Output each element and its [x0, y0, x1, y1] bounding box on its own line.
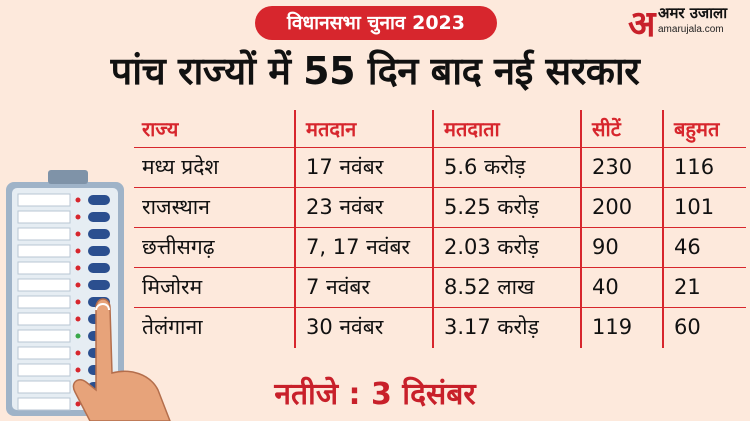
state-cell: मिजोरम	[142, 275, 203, 299]
majority-cell: 101	[674, 195, 715, 219]
seats-cell: 119	[592, 315, 633, 339]
voters-cell: 8.52 लाख	[444, 275, 535, 299]
polling-date-cell: 7 नवंबर	[306, 275, 370, 299]
logo-name: अमर उजाला	[658, 4, 728, 22]
column-header-seats: सीटें	[592, 117, 621, 141]
seats-cell: 90	[592, 235, 619, 259]
state-cell: मध्य प्रदेश	[142, 155, 219, 179]
column-header-polling: मतदान	[306, 117, 357, 141]
evm-machine-with-finger-icon	[6, 170, 171, 421]
majority-cell: 60	[674, 315, 701, 339]
voters-cell: 5.25 करोड़	[444, 195, 539, 219]
column-header-majority: बहुमत	[674, 117, 720, 141]
majority-cell: 21	[674, 275, 701, 299]
table-row: राजस्थान 23 नवंबर 5.25 करोड़ 200 101	[134, 188, 746, 228]
logo-url: amarujala.com	[658, 24, 724, 35]
headline: पांच राज्यों में 55 दिन बाद नई सरकार	[110, 49, 640, 93]
column-header-voters: मतदाता	[444, 117, 500, 141]
table-row: मिजोरम 7 नवंबर 8.52 लाख 40 21	[134, 268, 746, 308]
logo-mark: अ	[628, 3, 656, 45]
seats-cell: 40	[592, 275, 619, 299]
voters-cell: 2.03 करोड़	[444, 235, 539, 259]
majority-cell: 116	[674, 155, 715, 179]
result-date: नतीजे : 3 दिसंबर	[274, 377, 476, 412]
seats-cell: 200	[592, 195, 633, 219]
majority-cell: 46	[674, 235, 701, 259]
election-table: राज्य मतदान मतदाता सीटें बहुमत मध्य प्रद…	[134, 110, 746, 348]
column-header-state: राज्य	[142, 117, 179, 141]
table-row: मध्य प्रदेश 17 नवंबर 5.6 करोड़ 230 116	[134, 148, 746, 188]
table-row: छत्तीसगढ़ 7, 17 नवंबर 2.03 करोड़ 90 46	[134, 228, 746, 268]
state-cell: छत्तीसगढ़	[142, 235, 215, 259]
seats-cell: 230	[592, 155, 633, 179]
voters-cell: 5.6 करोड़	[444, 155, 526, 179]
voters-cell: 3.17 करोड़	[444, 315, 539, 339]
state-cell: तेलंगाना	[142, 315, 203, 339]
table-header-row: राज्य मतदान मतदाता सीटें बहुमत	[134, 110, 746, 148]
election-badge: विधानसभा चुनाव 2023	[255, 6, 497, 40]
polling-date-cell: 30 नवंबर	[306, 315, 384, 339]
amar-ujala-logo: अ अमर उजाला amarujala.com	[628, 2, 746, 45]
polling-date-cell: 7, 17 नवंबर	[306, 235, 411, 259]
state-cell: राजस्थान	[142, 195, 210, 219]
table-row: तेलंगाना 30 नवंबर 3.17 करोड़ 119 60	[134, 308, 746, 348]
polling-date-cell: 23 नवंबर	[306, 195, 384, 219]
polling-date-cell: 17 नवंबर	[306, 155, 384, 179]
